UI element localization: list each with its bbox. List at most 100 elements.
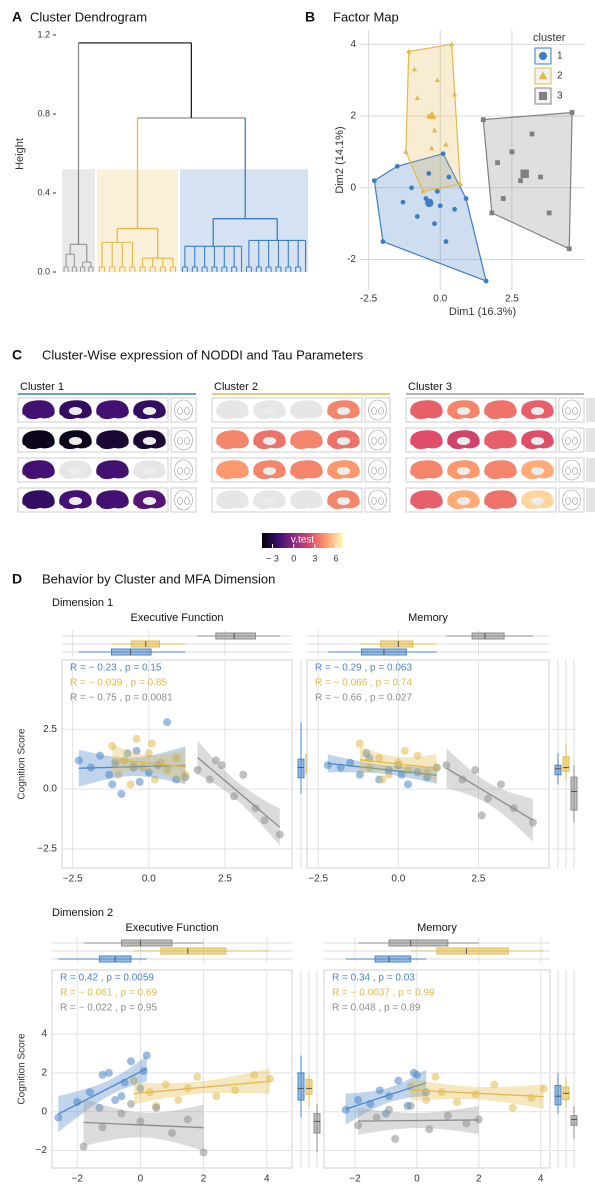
- brain-cell: [21, 489, 56, 510]
- subcortical-box: [558, 487, 585, 513]
- x-tick-label: 0: [414, 1174, 420, 1185]
- medial-wall: [530, 437, 545, 445]
- point: [403, 780, 412, 789]
- medial-wall: [336, 437, 351, 445]
- subcortical: [174, 459, 193, 481]
- point: [104, 1068, 113, 1077]
- point: [355, 739, 364, 748]
- y-tick-label: 0: [41, 1106, 47, 1117]
- subcortical: [184, 497, 190, 505]
- stats-label: R = − 0.23 , p = 0.15: [70, 663, 162, 674]
- brain-cell: [95, 489, 130, 510]
- medial-wall: [142, 407, 157, 415]
- stats-label: R = − 0.066 , p = 0.74: [315, 678, 412, 689]
- point: [355, 770, 364, 779]
- y-tick-label: 4: [41, 1029, 47, 1040]
- point: [96, 751, 105, 760]
- subcortical: [368, 399, 387, 421]
- y-axis-label: Height: [14, 138, 26, 170]
- medial-wall: [456, 467, 471, 475]
- medial-wall: [456, 407, 471, 415]
- medial-wall: [336, 407, 351, 415]
- point: [354, 1096, 363, 1105]
- x-axis-label: Dim1 (16.3%): [449, 306, 516, 318]
- point: [54, 1113, 63, 1122]
- x-tick-label: 2: [476, 1174, 482, 1185]
- point: [181, 770, 190, 779]
- point: [168, 1129, 176, 1138]
- point: [375, 1086, 384, 1095]
- x-tick-label: -2.5: [360, 294, 378, 305]
- y-tick-label: 2.5: [43, 724, 57, 735]
- point: [150, 775, 159, 784]
- y-axis-label: Dim2 (14.1%): [334, 126, 346, 193]
- subcortical: [371, 467, 377, 475]
- subcortical-box: [558, 457, 585, 483]
- point: [380, 239, 386, 244]
- stats-label: R = − 0.0037 , p = 0.99: [332, 988, 435, 999]
- point: [413, 751, 422, 760]
- x-tick-label: 0.0: [433, 294, 447, 305]
- point: [432, 221, 437, 227]
- x-tick-label: 4: [264, 1174, 270, 1185]
- brain-cell: [95, 429, 130, 450]
- point: [437, 1088, 446, 1097]
- point: [451, 91, 458, 97]
- point: [123, 749, 132, 758]
- x-tick-label: 2.5: [505, 294, 519, 305]
- brain-cell: [21, 429, 56, 450]
- brain-cell: [289, 489, 324, 510]
- point: [354, 1121, 363, 1130]
- medial-wall: [68, 407, 83, 415]
- point: [431, 1072, 440, 1081]
- stats-label: R = 0.34 , p = 0.03: [332, 973, 415, 984]
- point: [457, 181, 463, 187]
- medial-wall: [68, 497, 83, 505]
- point: [394, 1076, 403, 1085]
- panel-title: Behavior by Cluster and MFA Dimension: [42, 571, 275, 586]
- y-axis-label: Cognition Score: [17, 1033, 28, 1105]
- point: [483, 278, 489, 284]
- subcortical: [562, 459, 581, 481]
- column-label: Cluster 3: [408, 381, 452, 393]
- medial-wall: [530, 467, 545, 475]
- subcortical: [368, 489, 387, 511]
- point: [414, 95, 420, 101]
- point: [569, 110, 575, 115]
- point: [111, 1096, 120, 1105]
- point: [108, 780, 117, 789]
- point: [135, 777, 144, 786]
- subcortical: [572, 467, 578, 475]
- point: [117, 1092, 126, 1101]
- point: [480, 117, 486, 123]
- subcortical: [368, 459, 387, 481]
- brain-cell: [483, 459, 518, 480]
- x-tick-label: −2.5: [63, 874, 83, 885]
- y-tick-label: 0: [350, 182, 356, 193]
- regression-line: [197, 756, 281, 828]
- point: [508, 1103, 517, 1112]
- point: [85, 1088, 94, 1097]
- point: [260, 816, 269, 825]
- legend-label: 2: [557, 71, 563, 82]
- medial-wall: [530, 407, 545, 415]
- medial-wall: [142, 437, 157, 445]
- regression-line: [78, 764, 186, 769]
- point: [434, 188, 440, 194]
- box: [111, 648, 152, 656]
- box: [297, 1072, 305, 1101]
- medial-wall: [336, 467, 351, 475]
- point: [130, 1076, 139, 1085]
- legend-label: 3: [557, 91, 563, 102]
- point: [105, 770, 114, 779]
- point: [211, 756, 220, 765]
- panel-letter: B: [305, 9, 315, 25]
- confidence-band: [112, 744, 186, 784]
- brain-cell: [289, 429, 324, 450]
- subcortical-box: [170, 487, 197, 513]
- subcortical: [371, 497, 377, 505]
- subcortical-box: [364, 427, 391, 453]
- colorbar-tick-label: 3: [312, 553, 317, 563]
- point: [126, 1099, 135, 1108]
